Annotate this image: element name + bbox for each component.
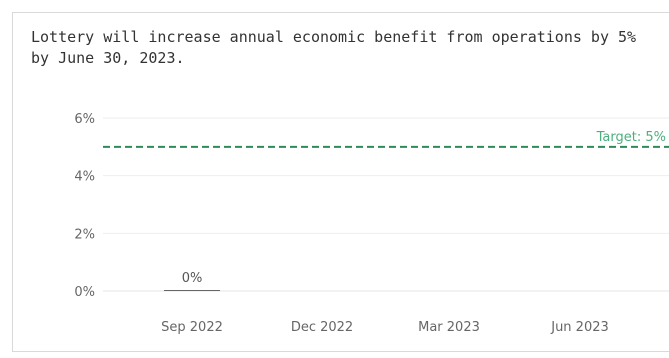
x-tick-label: Dec 2022 [291,320,353,335]
target-label: Target: 5% [596,130,666,145]
bar-data-label: 0% [182,271,203,286]
x-tick-label: Sep 2022 [161,320,223,335]
x-tick-label: Mar 2023 [418,320,480,335]
y-tick-label: 6% [74,112,95,127]
chart-card [12,12,669,352]
x-tick-label: Jun 2023 [550,320,609,335]
y-tick-label: 0% [74,285,95,300]
y-tick-label: 4% [74,170,95,185]
y-tick-label: 2% [74,227,95,242]
chart-title: Lottery will increase annual economic be… [31,28,637,67]
bar [164,290,220,291]
